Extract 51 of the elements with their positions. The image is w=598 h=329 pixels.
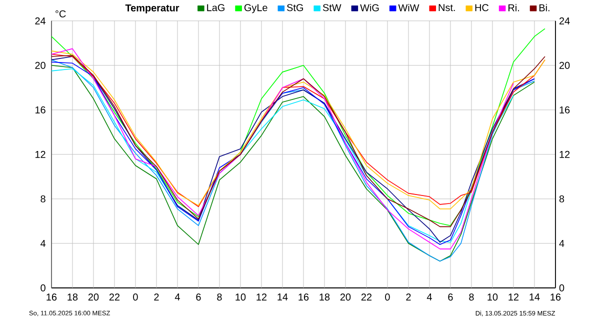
- x-tick-label: 6: [448, 294, 453, 301]
- x-tick-label: 18: [68, 294, 78, 301]
- legend-label: StG: [286, 4, 303, 12]
- x-tick-label: 16: [550, 294, 561, 301]
- x-tick-label: 2: [406, 294, 411, 300]
- y-tick-label: 4: [40, 240, 46, 247]
- y2-tick-label: 24: [559, 17, 570, 24]
- x-tick-label: 8: [469, 294, 474, 301]
- x-tick-label: 18: [320, 294, 330, 301]
- y2-tick-label: 16: [560, 106, 570, 114]
- y2-tick-label: 20: [559, 62, 570, 69]
- legend-label: GyLe: [244, 4, 268, 14]
- legend-label: StW: [322, 4, 342, 12]
- legend-label: Nst.: [438, 4, 455, 12]
- y2-tick-label: 4: [559, 240, 564, 247]
- x-tick-label: 16: [298, 294, 309, 301]
- legend-label: Ri.: [508, 4, 519, 12]
- legend-label: Bi.: [539, 4, 550, 12]
- x-tick-label: 10: [236, 294, 246, 301]
- x-tick-label: 12: [256, 294, 266, 300]
- y2-tick-label: 0: [559, 284, 564, 292]
- y2-tick-label: 12: [560, 150, 570, 158]
- x-tick-label: 0: [133, 294, 138, 301]
- legend-label: WiG: [360, 4, 379, 12]
- x-tick-label: 4: [426, 294, 432, 300]
- y-tick-label: 20: [35, 62, 46, 69]
- y-tick-label: 8: [40, 195, 46, 202]
- x-tick-label: 12: [508, 294, 518, 300]
- x-tick-label: 6: [196, 294, 201, 301]
- x-tick-label: 16: [46, 294, 57, 301]
- x-tick-label: 10: [488, 294, 498, 301]
- x-tick-label: 22: [109, 294, 120, 300]
- chart-title: Temperatur: [125, 4, 180, 14]
- legend-label: LaG: [207, 4, 224, 12]
- x-tick-label: 8: [217, 294, 222, 301]
- legend-label: HC: [475, 4, 489, 12]
- y-tick-label: 12: [35, 150, 46, 158]
- x-tick-label: 22: [361, 294, 372, 300]
- x-tick-label: 0: [385, 294, 390, 301]
- y-tick-label: 0: [40, 284, 46, 292]
- x-tick-label: 20: [88, 294, 99, 301]
- y-axis-title: °C: [56, 10, 66, 18]
- legend-label: WiW: [398, 4, 420, 12]
- x-tick-label: 14: [278, 294, 288, 300]
- y-tick-label: 24: [35, 17, 46, 24]
- y2-tick-label: 8: [559, 195, 564, 202]
- x-tick-label: 20: [340, 294, 351, 301]
- x-tick-label: 2: [154, 294, 159, 300]
- y-tick-label: 16: [35, 106, 46, 114]
- x-tick-label: 4: [174, 294, 180, 300]
- x-tick-label: 14: [530, 294, 540, 300]
